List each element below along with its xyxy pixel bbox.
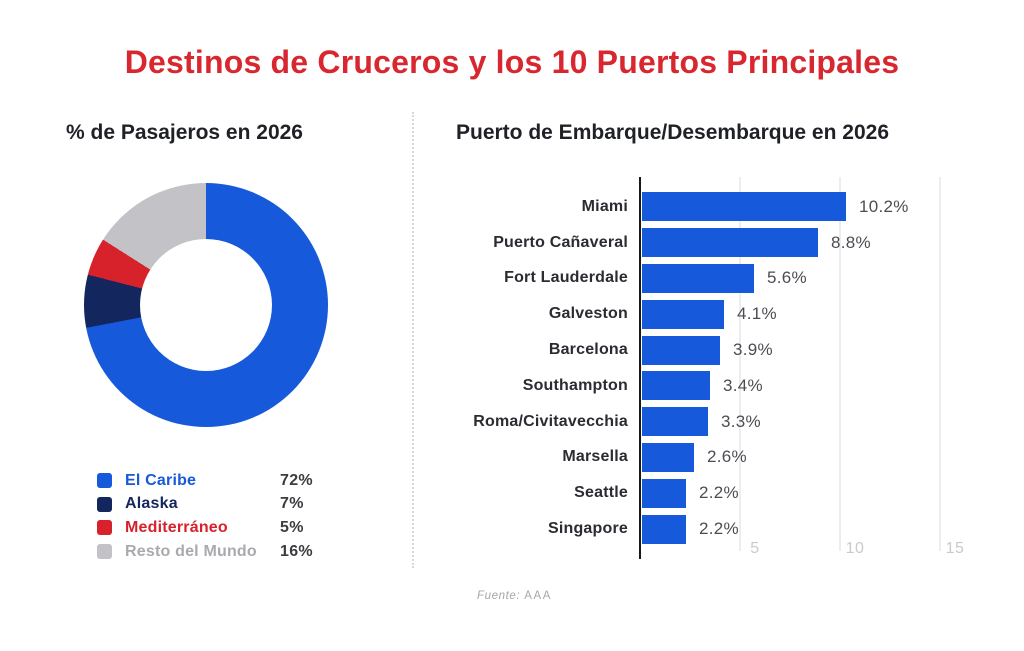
- bar-category-label: Southampton: [522, 376, 628, 394]
- x-axis-tick-label: 5: [750, 540, 760, 557]
- bar-value-label: 3.9%: [733, 340, 773, 360]
- bar-category-label: Puerto Cañaveral: [493, 233, 628, 251]
- bar: [642, 228, 818, 258]
- legend-value: 16%: [280, 542, 313, 560]
- bar: [642, 335, 720, 365]
- bar-category-label: Galveston: [548, 305, 628, 323]
- source-value: AAA: [524, 590, 553, 602]
- bar-value-label: 8.8%: [831, 232, 871, 252]
- x-axis-tick-label: 10: [845, 540, 865, 557]
- legend-row: Alaska 7%: [97, 493, 313, 517]
- bar: [642, 371, 710, 401]
- legend-value: 72%: [280, 471, 313, 489]
- bar-value-label: 3.3%: [721, 411, 761, 431]
- legend-value: 7%: [280, 495, 304, 513]
- bar-category-label: Singapore: [547, 520, 628, 538]
- donut-chart: [84, 183, 328, 427]
- bar: [642, 192, 846, 222]
- legend-label: Mediterráneo: [125, 518, 228, 536]
- section-divider: [412, 112, 414, 568]
- bar-value-label: 3.4%: [723, 375, 763, 395]
- bar-value-label: 2.6%: [707, 447, 747, 467]
- bar: [642, 442, 694, 472]
- bar-category-label: Roma/Civitavecchia: [473, 412, 628, 430]
- page-title: Destinos de Cruceros y los 10 Puertos Pr…: [124, 44, 900, 80]
- legend-swatch: [97, 544, 112, 560]
- bar-value-label: 4.1%: [737, 304, 777, 324]
- bar-row: Galveston 4.1%: [445, 296, 990, 332]
- bar: [642, 478, 686, 508]
- bar-category-label: Barcelona: [548, 341, 628, 359]
- legend-row: Resto del Mundo 16%: [97, 540, 313, 564]
- bar-chart: Miami 10.2% Puerto Cañaveral 8.8% Fort Laude…: [445, 177, 990, 577]
- bar-rows: Miami 10.2% Puerto Cañaveral 8.8% Fort Laude…: [445, 189, 990, 547]
- bar-row: Seattle 2.2%: [445, 475, 990, 511]
- bar-row: Miami 10.2%: [445, 189, 990, 225]
- source-note: Fuente: AAA: [477, 590, 552, 602]
- donut-hole: [140, 239, 272, 371]
- bar-category-label: Miami: [581, 197, 628, 215]
- gridline: [739, 177, 741, 551]
- legend-label: Alaska: [125, 495, 178, 513]
- gridline: [939, 177, 941, 551]
- bar-category-label: Marsella: [562, 448, 628, 466]
- legend-label: Resto del Mundo: [125, 542, 257, 560]
- bar-chart-title: Puerto de Embarque/Desembarque en 2026: [456, 121, 889, 144]
- legend-value: 5%: [280, 518, 304, 536]
- bar-value-label: 2.2%: [699, 483, 739, 503]
- donut-chart-title: % de Pasajeros en 2026: [66, 121, 303, 144]
- y-axis-line: [639, 177, 641, 559]
- legend-swatch: [97, 473, 112, 489]
- bar: [642, 299, 724, 329]
- bar-value-label: 10.2%: [859, 196, 909, 216]
- legend-row: El Caribe 72%: [97, 469, 313, 493]
- donut-legend: El Caribe 72% Alaska 7% Mediterráneo 5% Resto …: [97, 469, 313, 563]
- bar-row: Barcelona 3.9%: [445, 332, 990, 368]
- bar: [642, 263, 754, 293]
- legend-swatch: [97, 520, 112, 536]
- bar-category-label: Seattle: [574, 484, 628, 502]
- bar-category-label: Fort Lauderdale: [504, 269, 628, 287]
- bar: [642, 407, 708, 437]
- bar-row: Fort Lauderdale 5.6%: [445, 261, 990, 297]
- bar-row: Marsella 2.6%: [445, 440, 990, 476]
- bar-row: Roma/Civitavecchia 3.3%: [445, 404, 990, 440]
- legend-swatch: [97, 496, 112, 512]
- x-axis-tick-label: 15: [945, 540, 965, 557]
- bar-value-label: 2.2%: [699, 519, 739, 539]
- bar-value-label: 5.6%: [767, 268, 807, 288]
- legend-row: Mediterráneo 5%: [97, 516, 313, 540]
- bar-row: Puerto Cañaveral 8.8%: [445, 225, 990, 261]
- source-label: Fuente:: [477, 590, 521, 602]
- legend-label: El Caribe: [125, 471, 197, 489]
- bar-row: Singapore 2.2%: [445, 511, 990, 547]
- bar-row: Southampton 3.4%: [445, 368, 990, 404]
- bar: [642, 514, 686, 544]
- gridline: [839, 177, 841, 551]
